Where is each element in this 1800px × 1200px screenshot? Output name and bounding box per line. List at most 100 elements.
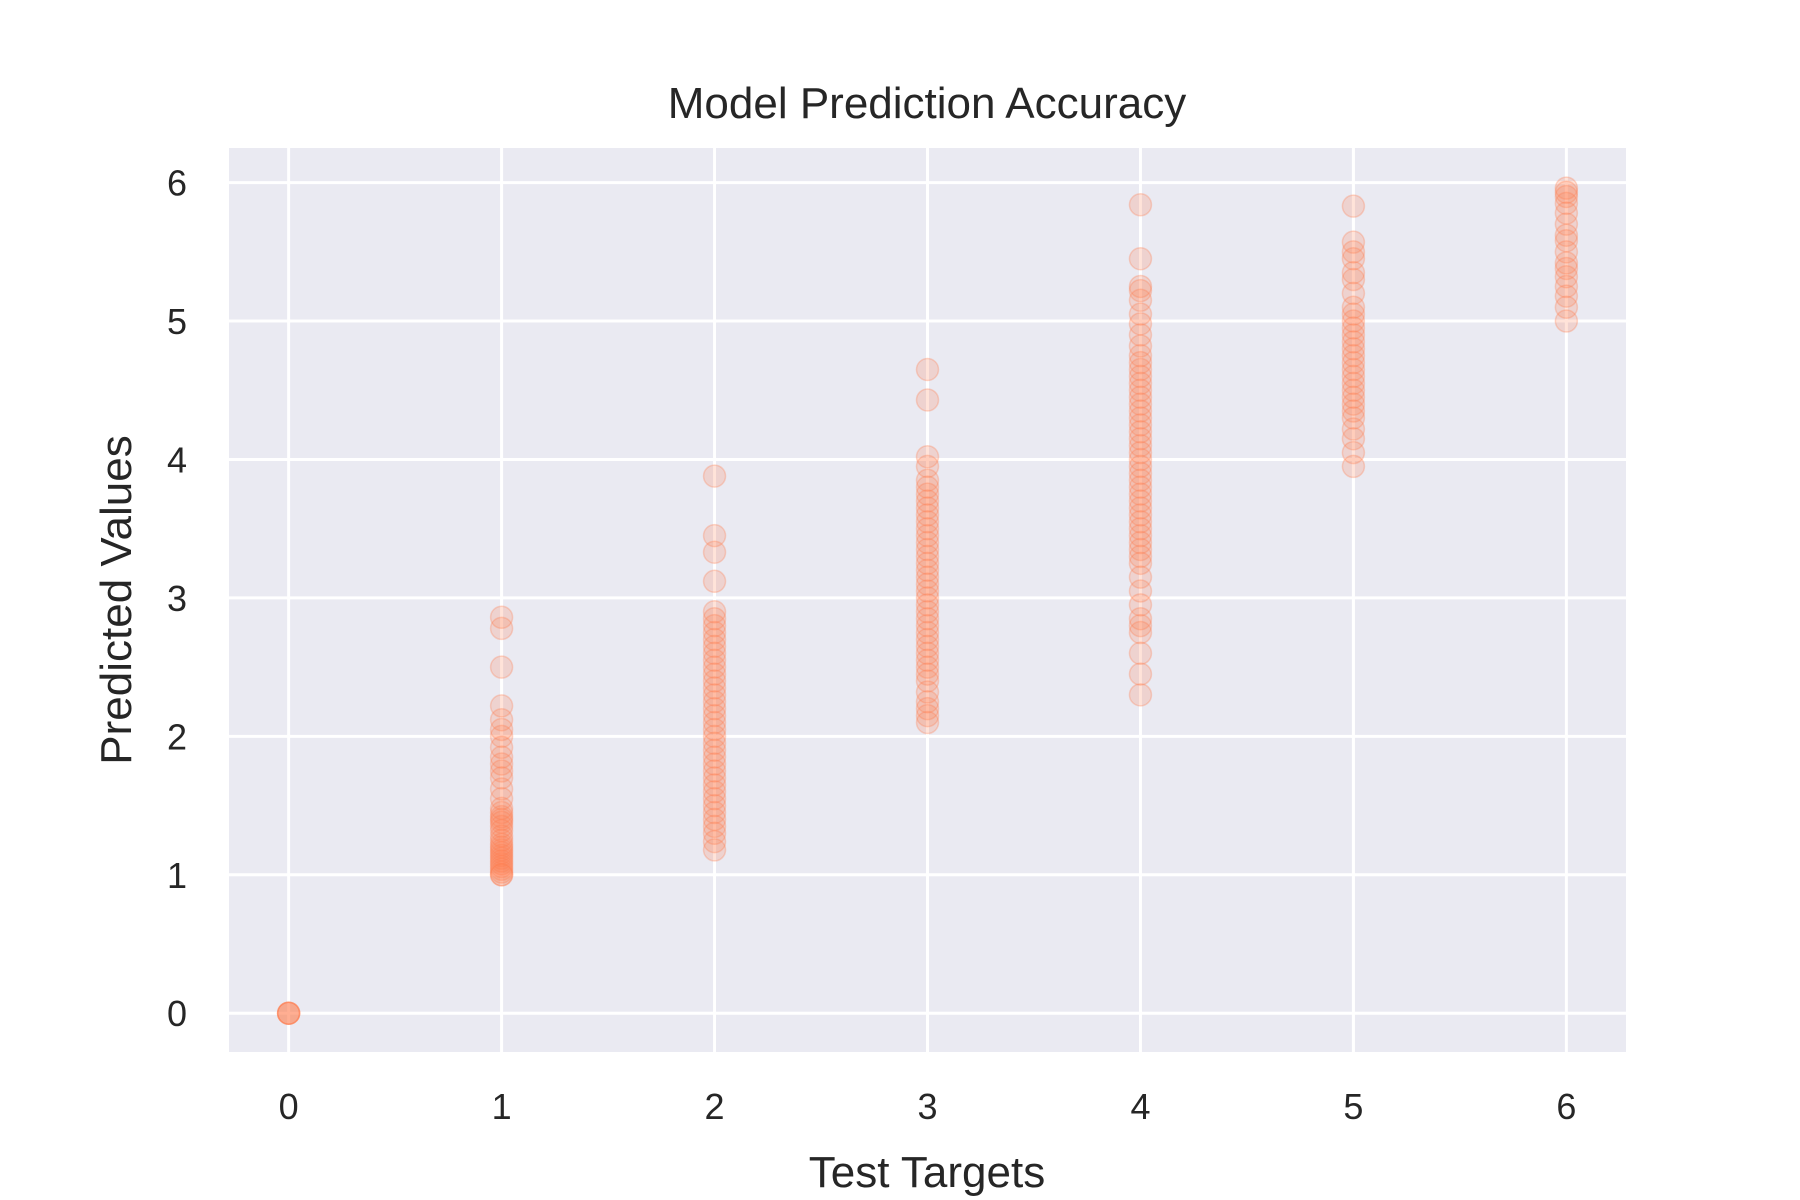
- data-point: [489, 838, 514, 862]
- data-point: [915, 634, 940, 659]
- data-point: [489, 766, 514, 790]
- data-point: [915, 690, 940, 714]
- data-point: [489, 707, 514, 732]
- data-point: [702, 683, 727, 707]
- data-point: [489, 835, 514, 859]
- data-point: [915, 648, 940, 672]
- data-point: [915, 620, 940, 645]
- data-point: [1128, 385, 1153, 409]
- data-point: [702, 800, 727, 825]
- data-point: [1128, 544, 1153, 569]
- data-point: [1128, 323, 1153, 347]
- data-point: [702, 464, 727, 488]
- y-tick-labels: 0 1 2 3 4 5 6: [167, 163, 187, 1035]
- data-point: [1128, 641, 1153, 666]
- data-point: [915, 606, 940, 631]
- data-point: [1128, 579, 1153, 603]
- data-point: [1128, 350, 1153, 375]
- data-point: [702, 724, 727, 749]
- data-point: [702, 807, 727, 832]
- data-point: [1128, 620, 1153, 645]
- data-point: [702, 731, 727, 756]
- data-point: [489, 724, 514, 749]
- data-point: [1341, 350, 1366, 375]
- data-point: [915, 530, 940, 555]
- data-point: [489, 818, 514, 843]
- data-point: [1341, 316, 1366, 340]
- y-tick-label: 3: [167, 578, 187, 619]
- data-point: [1341, 281, 1366, 306]
- data-point: [702, 793, 727, 818]
- data-point: [702, 779, 727, 804]
- data-point: [1341, 440, 1366, 465]
- data-point: [1128, 496, 1153, 520]
- data-point: [1128, 334, 1153, 358]
- data-point: [702, 838, 727, 862]
- data-point: [1128, 278, 1153, 303]
- data-point: [489, 807, 514, 832]
- y-tick-label: 6: [167, 163, 187, 204]
- data-point: [1341, 247, 1366, 271]
- data-point: [489, 655, 514, 679]
- data-point: [1128, 343, 1153, 368]
- data-point: [1128, 530, 1153, 555]
- data-point: [1341, 426, 1366, 451]
- data-point: [489, 717, 514, 742]
- data-point: [1128, 503, 1153, 527]
- data-point: [1128, 413, 1153, 437]
- data-point: [1341, 309, 1366, 333]
- data-point: [1128, 510, 1153, 534]
- data-point: [1128, 683, 1153, 707]
- x-axis-label: Test Targets: [809, 1148, 1045, 1197]
- data-point: [915, 586, 940, 610]
- data-point: [489, 796, 514, 821]
- data-point: [915, 662, 940, 686]
- data-point: [915, 482, 940, 506]
- data-point: [915, 600, 940, 624]
- data-point: [489, 849, 514, 873]
- data-point: [489, 843, 514, 868]
- data-point: [1341, 417, 1366, 441]
- data-point: [489, 854, 514, 879]
- data-point: [1128, 454, 1153, 479]
- data-point: [702, 821, 727, 846]
- data-point: [489, 804, 514, 829]
- data-point: [915, 496, 940, 520]
- data-point: [1341, 406, 1366, 430]
- data-point: [1341, 357, 1366, 382]
- data-point: [702, 627, 727, 652]
- data-point: [1128, 523, 1153, 548]
- data-point: [702, 676, 727, 700]
- data-point: [1554, 191, 1579, 216]
- data-point: [1128, 420, 1153, 444]
- data-point: [1128, 662, 1153, 686]
- data-point: [489, 777, 514, 801]
- data-point: [1128, 392, 1153, 416]
- data-point: [1128, 489, 1153, 513]
- data-point: [1128, 551, 1153, 576]
- data-point: [1554, 264, 1579, 289]
- data-point: [1128, 288, 1153, 313]
- data-point: [1554, 184, 1579, 209]
- data-point: [1341, 371, 1366, 396]
- x-tick-label: 2: [705, 1086, 725, 1127]
- x-tick-label: 4: [1130, 1086, 1150, 1127]
- data-point: [915, 537, 940, 562]
- data-point: [915, 565, 940, 589]
- data-point: [489, 786, 514, 811]
- data-point: [1554, 284, 1579, 308]
- data-point: [1341, 385, 1366, 409]
- data-point: [702, 523, 727, 548]
- data-point: [1128, 399, 1153, 423]
- y-tick-label: 4: [167, 439, 187, 480]
- data-point: [489, 857, 514, 882]
- data-point: [915, 544, 940, 569]
- data-point: [1128, 447, 1153, 472]
- data-point: [702, 606, 727, 631]
- data-point: [1341, 399, 1366, 423]
- data-point: [702, 773, 727, 797]
- data-point: [702, 634, 727, 659]
- data-point: [1341, 240, 1366, 264]
